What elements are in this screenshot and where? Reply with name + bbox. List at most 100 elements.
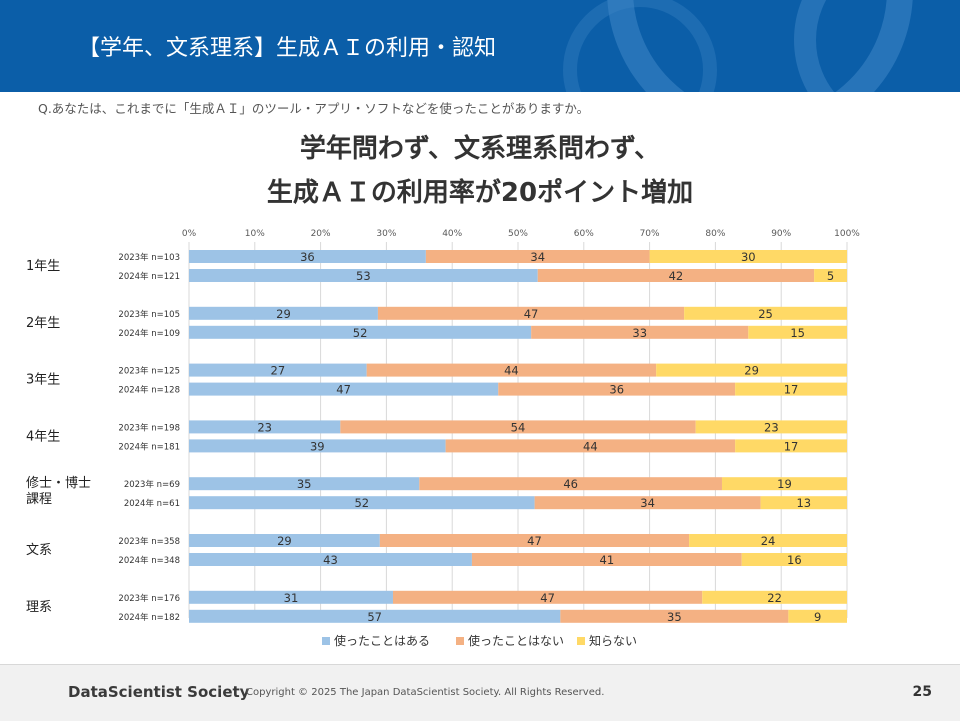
data-label: 16 <box>787 553 802 567</box>
data-label: 13 <box>796 496 811 510</box>
org-logo-text: DataScientist Society <box>68 683 250 701</box>
bar-segment <box>649 250 847 263</box>
data-label: 17 <box>784 439 799 453</box>
bar-segment <box>498 382 736 396</box>
bar-segment <box>379 534 690 547</box>
bar-segment <box>340 420 696 434</box>
data-label: 34 <box>530 250 545 264</box>
x-tick-label: 20% <box>311 229 331 239</box>
data-label: 47 <box>540 591 555 605</box>
data-label: 54 <box>511 420 526 434</box>
bar-segment <box>445 439 736 453</box>
bar-segment <box>189 306 378 320</box>
bar-segment <box>189 363 367 377</box>
data-label: 52 <box>353 326 368 340</box>
bar-segment <box>189 439 446 453</box>
data-label: 25 <box>758 307 773 321</box>
x-tick-label: 30% <box>376 229 396 239</box>
row-label: 2024年 n=121 <box>118 271 180 282</box>
data-label: 44 <box>583 439 598 453</box>
group-label: 理系 <box>26 600 52 615</box>
data-label: 33 <box>632 326 647 340</box>
bar-segment <box>537 269 815 282</box>
bar-segment <box>189 590 393 604</box>
data-label: 43 <box>323 553 338 567</box>
legend-label: 知らない <box>589 634 637 648</box>
data-label: 47 <box>524 307 539 321</box>
data-label: 47 <box>336 383 351 397</box>
data-label: 36 <box>300 250 315 264</box>
bar-segment <box>189 534 380 547</box>
row-label: 2024年 n=181 <box>118 441 180 452</box>
bar-segment <box>189 477 420 491</box>
copyright-text: Copyright © 2025 The Japan DataScientist… <box>246 687 605 698</box>
row-label: 2023年 n=125 <box>118 366 180 377</box>
row-label: 2024年 n=182 <box>118 612 180 623</box>
data-label: 17 <box>784 383 799 397</box>
bar-segment <box>189 496 535 510</box>
survey-question: Q.あなたは、これまでに「生成ＡＩ」のツール・アプリ・ソフトなどを使ったことがあ… <box>38 101 590 116</box>
data-label: 30 <box>741 250 756 264</box>
bar-segment <box>189 609 561 623</box>
bar-segment <box>392 590 703 604</box>
bar-segment <box>189 250 426 263</box>
data-label: 29 <box>744 364 759 378</box>
data-label: 47 <box>527 534 542 548</box>
bar-segment <box>189 269 538 282</box>
legend-swatch <box>456 637 464 645</box>
group-label: 4年生 <box>26 429 60 444</box>
data-label: 41 <box>600 553 615 567</box>
data-label: 35 <box>667 610 682 624</box>
legend-swatch <box>322 637 330 645</box>
x-tick-label: 0% <box>182 229 197 239</box>
data-label: 36 <box>609 383 624 397</box>
bar-segment <box>534 496 761 510</box>
row-label: 2023年 n=358 <box>118 536 180 547</box>
bar-segment <box>189 325 532 339</box>
bar-segment <box>760 496 847 510</box>
bar-segment <box>471 553 742 566</box>
bar-segment <box>735 382 847 396</box>
bar-segment <box>702 590 847 604</box>
data-label: 23 <box>764 420 779 434</box>
data-label: 46 <box>563 477 578 491</box>
bar-segment <box>419 477 722 491</box>
bar-segment <box>189 420 341 434</box>
decorative-circles-icon <box>563 0 913 92</box>
data-label: 9 <box>814 610 821 624</box>
row-label: 2024年 n=348 <box>118 555 180 566</box>
data-label: 53 <box>356 269 371 283</box>
bar-segment <box>366 363 657 377</box>
row-label: 2024年 n=109 <box>118 328 180 339</box>
headline-line-1: 学年問わず、文系理系問わず、 <box>299 134 661 164</box>
legend-label: 使ったことはない <box>468 633 564 648</box>
bar-segment <box>377 306 685 320</box>
legend-label: 使ったことはある <box>334 633 430 648</box>
group-label: 2年生 <box>26 316 60 331</box>
data-label: 57 <box>367 610 382 624</box>
row-label: 2023年 n=105 <box>118 309 180 320</box>
group-label: 修士・博士 <box>26 476 91 491</box>
row-label: 2023年 n=103 <box>118 252 180 263</box>
bar-segment <box>695 420 847 434</box>
x-tick-label: 80% <box>705 229 725 239</box>
row-label: 2023年 n=198 <box>118 422 180 433</box>
bar-segment <box>735 439 847 453</box>
data-label: 27 <box>271 364 286 378</box>
legend-swatch <box>577 637 585 645</box>
bar-segment <box>531 325 749 339</box>
data-label: 52 <box>354 496 369 510</box>
bar-segment <box>684 306 847 320</box>
data-label: 35 <box>297 477 312 491</box>
row-label: 2023年 n=69 <box>124 479 180 490</box>
group-label: 文系 <box>26 543 52 558</box>
data-label: 19 <box>777 477 792 491</box>
row-label: 2023年 n=176 <box>118 593 180 604</box>
bar-segment <box>560 609 789 623</box>
data-label: 34 <box>640 496 655 510</box>
row-label: 2024年 n=128 <box>118 385 180 396</box>
data-label: 23 <box>257 420 272 434</box>
data-label: 42 <box>669 269 684 283</box>
bar-segment <box>748 325 847 339</box>
x-tick-label: 50% <box>508 229 528 239</box>
